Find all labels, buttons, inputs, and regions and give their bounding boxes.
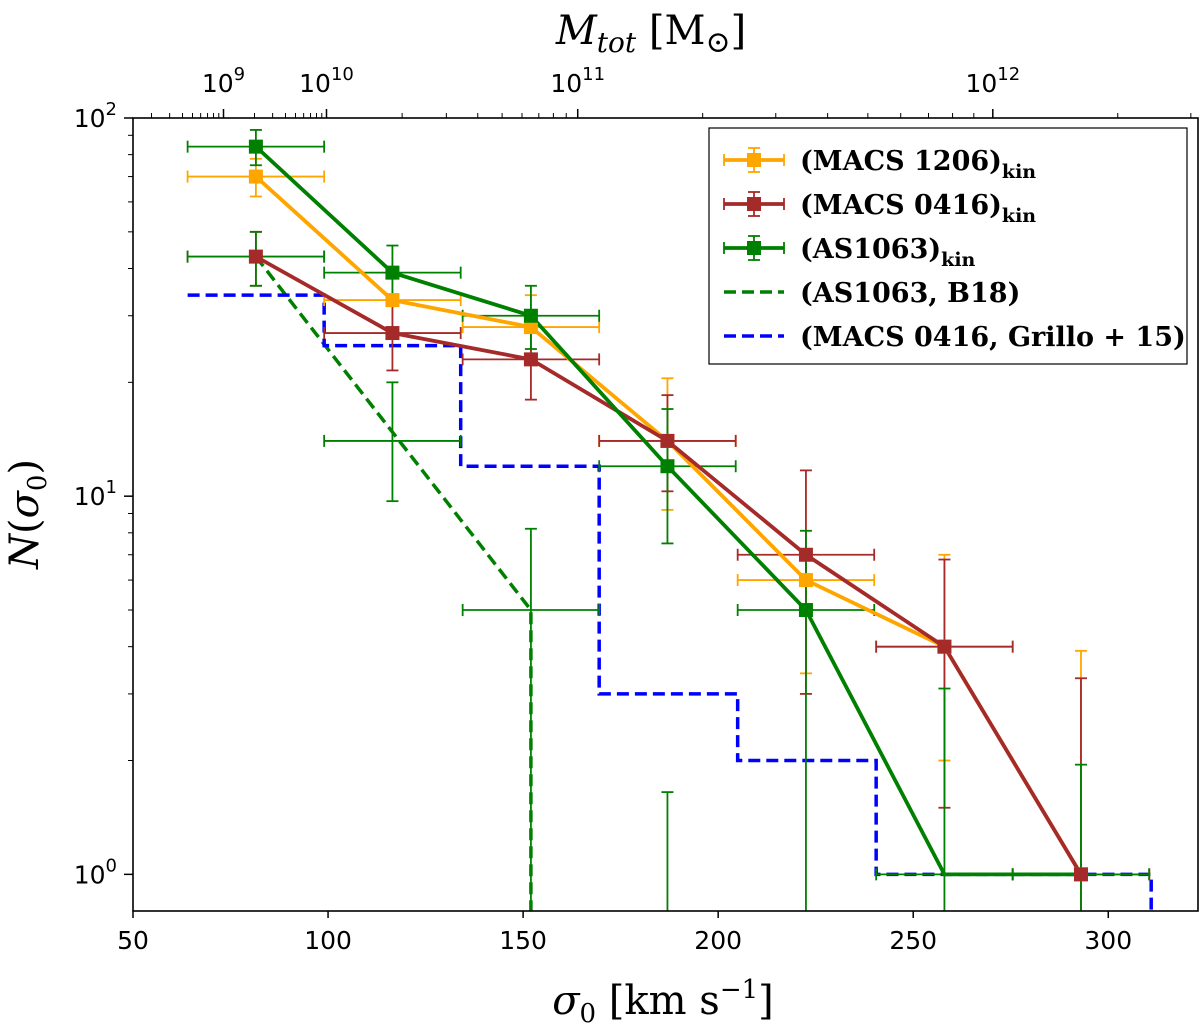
legend-label: (AS1063)kin: [800, 234, 976, 271]
data-point: [385, 265, 400, 280]
x-tick-label: 250: [889, 926, 937, 955]
data-point: [523, 308, 538, 323]
x-axis-label: σ0 [km s−1]: [552, 975, 774, 1027]
data-point: [937, 639, 952, 654]
data-point: [660, 459, 675, 474]
y-axis-label: N(σ0): [2, 459, 53, 570]
top-tick-label: 1011: [550, 64, 605, 98]
series-dashed-line: [187, 293, 1153, 911]
data-point: [385, 326, 400, 341]
error-bar: [875, 687, 1014, 911]
data-point: [798, 573, 813, 588]
x-tick-label: 300: [1084, 926, 1132, 955]
data-point: [248, 249, 263, 264]
data-point: [660, 433, 675, 448]
error-bar: [461, 527, 601, 911]
legend-label: (MACS 0416)kin: [800, 190, 1036, 227]
error-bar: [1011, 763, 1151, 911]
top-axis-label: Mtot [M⊙]: [555, 8, 746, 60]
top-tick-label: 1010: [299, 64, 354, 98]
top-tick-label: 1012: [965, 64, 1020, 98]
x-tick-label: 100: [304, 926, 352, 955]
error-bar: [661, 791, 674, 911]
legend-entry: (MACS 0416)kin: [723, 190, 1036, 227]
y-tick-label: 102: [74, 99, 117, 133]
x-tick-label: 200: [694, 926, 742, 955]
data-point: [385, 293, 400, 308]
y-tick-label: 100: [74, 855, 117, 889]
legend-entry: (AS1063, B18): [724, 278, 1020, 309]
legend-box: [708, 127, 1188, 365]
legend-entry: (AS1063)kin: [723, 234, 976, 271]
error-bar: [323, 381, 462, 503]
legend-label: (MACS 1206)kin: [800, 146, 1036, 183]
y-tick-label: 101: [74, 477, 117, 511]
error-bar: [598, 408, 737, 545]
legend-label: (MACS 0416, Grillo + 15): [800, 322, 1186, 353]
data-point: [798, 603, 813, 618]
legend-entry: (MACS 1206)kin: [723, 146, 1036, 183]
legend-entry: (MACS 0416, Grillo + 15): [724, 322, 1186, 353]
data-point: [248, 139, 263, 154]
data-point: [248, 169, 263, 184]
data-point: [523, 320, 538, 335]
x-tick-label: 50: [117, 926, 149, 955]
plot-frame: [132, 117, 1199, 912]
data-point: [1073, 867, 1088, 882]
legend-label: (AS1063, B18): [800, 278, 1020, 309]
top-tick-label: 109: [202, 64, 245, 98]
series-dashed-line: [254, 255, 533, 911]
data-point: [523, 352, 538, 367]
data-point: [798, 547, 813, 562]
x-tick-label: 150: [499, 926, 547, 955]
